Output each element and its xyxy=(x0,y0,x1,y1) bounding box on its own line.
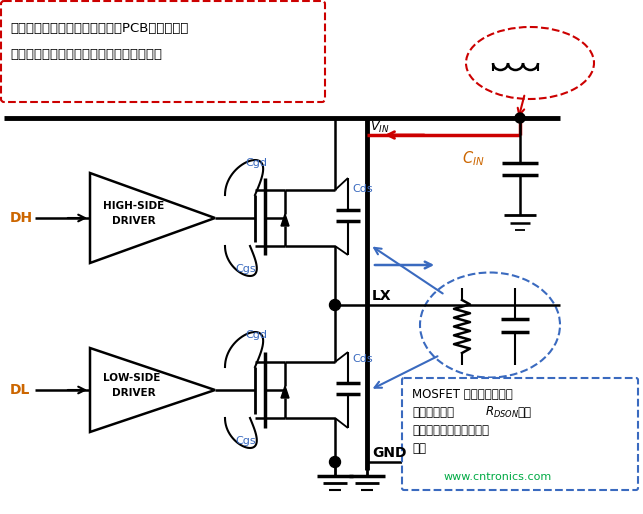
Text: ）电: ）电 xyxy=(517,406,531,419)
Polygon shape xyxy=(281,214,289,226)
Text: $C_{IN}$: $C_{IN}$ xyxy=(462,149,485,168)
Polygon shape xyxy=(281,386,289,398)
Ellipse shape xyxy=(420,272,560,377)
Text: www.cntronics.com: www.cntronics.com xyxy=(444,472,552,482)
Text: Cgs: Cgs xyxy=(235,436,256,446)
Text: Cds: Cds xyxy=(352,184,373,194)
Text: DRIVER: DRIVER xyxy=(112,388,156,398)
Text: 容。: 容。 xyxy=(412,442,426,455)
Text: Cgs: Cgs xyxy=(235,264,256,274)
Text: DH: DH xyxy=(10,211,33,225)
Text: DRIVER: DRIVER xyxy=(112,216,156,226)
Text: HIGH-SIDE: HIGH-SIDE xyxy=(103,201,164,211)
Text: 退耦电容到芯片电源引脚之间的PCB走线，以及: 退耦电容到芯片电源引脚之间的PCB走线，以及 xyxy=(10,22,188,35)
Text: GND: GND xyxy=(372,446,406,460)
Text: 成于小阻值（: 成于小阻值（ xyxy=(412,406,454,419)
Text: DL: DL xyxy=(10,383,30,397)
Text: Cds: Cds xyxy=(352,354,373,364)
Circle shape xyxy=(329,300,341,310)
Ellipse shape xyxy=(466,27,594,99)
FancyBboxPatch shape xyxy=(402,378,638,490)
FancyBboxPatch shape xyxy=(1,1,325,102)
Text: LOW-SIDE: LOW-SIDE xyxy=(103,373,160,383)
Text: Cgd: Cgd xyxy=(245,158,267,168)
Text: 阻，在截止时，等效成电: 阻，在截止时，等效成电 xyxy=(412,424,489,437)
Text: LX: LX xyxy=(372,289,392,303)
Circle shape xyxy=(515,113,525,123)
Text: $V_{IN}$: $V_{IN}$ xyxy=(370,120,390,135)
Text: 电源引脚到内部硅片的邦定线相当于电感。: 电源引脚到内部硅片的邦定线相当于电感。 xyxy=(10,48,162,61)
Text: MOSFET 在导通时，等效: MOSFET 在导通时，等效 xyxy=(412,388,512,401)
Text: Cgd: Cgd xyxy=(245,330,267,340)
Circle shape xyxy=(329,456,341,468)
Text: $R_{DSON}$: $R_{DSON}$ xyxy=(485,405,519,420)
